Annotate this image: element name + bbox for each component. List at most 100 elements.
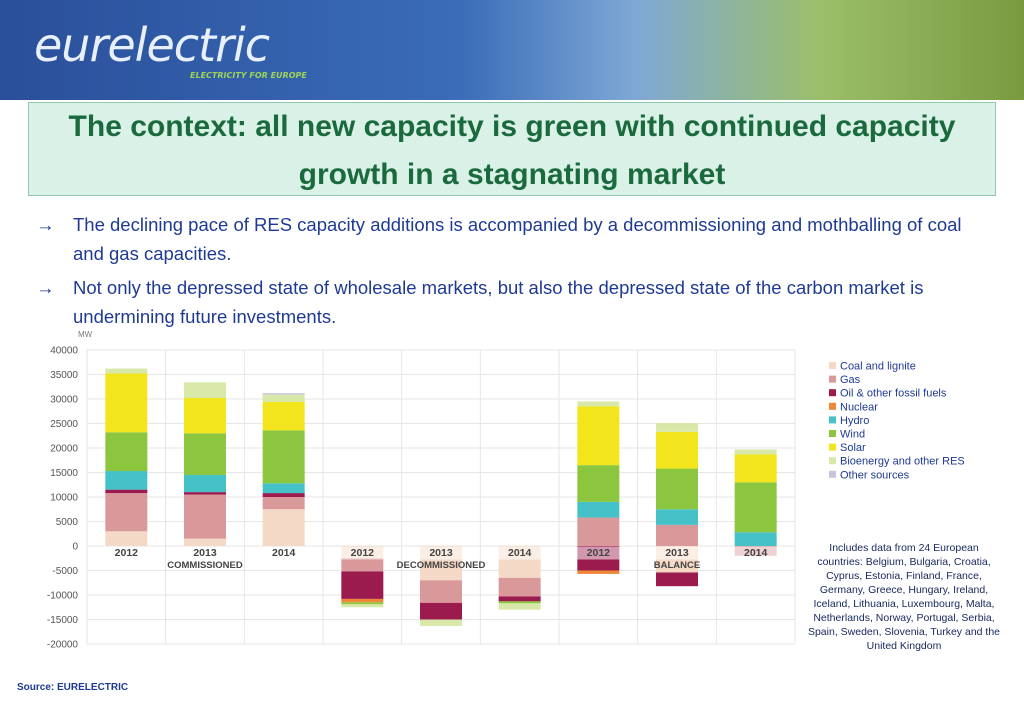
source: Source: EURELECTRIC bbox=[17, 682, 129, 693]
bar-segment bbox=[656, 431, 698, 469]
legend-label: Wind bbox=[840, 429, 865, 441]
legend-swatch bbox=[829, 362, 836, 369]
legend-swatch bbox=[829, 470, 836, 478]
bar-segment bbox=[577, 501, 620, 518]
bar-segment bbox=[577, 517, 620, 546]
y-tick-label: 10000 bbox=[50, 493, 78, 504]
bar-segment bbox=[262, 483, 305, 494]
legend-label: Bioenergy and other RES bbox=[840, 456, 965, 468]
y-tick-label: -10000 bbox=[47, 591, 79, 602]
bar-segment bbox=[262, 493, 305, 497]
y-tick-label: -20000 bbox=[47, 640, 79, 651]
x-tick-label: 2012 bbox=[587, 547, 611, 559]
bar-segment bbox=[420, 580, 462, 603]
bar-segment bbox=[341, 598, 384, 603]
bar-segment bbox=[105, 373, 148, 433]
bar-segment bbox=[498, 603, 541, 610]
legend-swatch bbox=[829, 416, 836, 424]
bar-segment bbox=[262, 497, 305, 510]
x-tick-label: 2014 bbox=[272, 547, 296, 559]
bar-segment bbox=[184, 492, 226, 495]
bar-segment bbox=[184, 433, 226, 475]
bar-segment bbox=[184, 538, 226, 546]
bar-segment bbox=[656, 423, 698, 432]
category-box bbox=[181, 546, 229, 560]
legend-swatch bbox=[829, 443, 836, 451]
legend-label: Hydro bbox=[840, 415, 869, 427]
bullet-text: The declining pace of RES capacity addit… bbox=[73, 214, 962, 264]
legend-label: Nuclear bbox=[840, 401, 878, 413]
bar-segment bbox=[262, 509, 305, 546]
bar-segment bbox=[262, 401, 305, 431]
group-label: DECOMMISSIONED bbox=[397, 560, 486, 571]
banner: eurelectric ELECTRICITY FOR EUROPE bbox=[0, 0, 1024, 100]
bar-segment bbox=[262, 394, 305, 402]
bar-segment bbox=[577, 406, 620, 466]
bar-segment bbox=[105, 489, 148, 494]
x-tick-label: 2013 bbox=[665, 547, 689, 559]
tagline: ELECTRICITY FOR EUROPE bbox=[190, 71, 307, 80]
bar-segment bbox=[184, 474, 226, 493]
legend-swatch bbox=[829, 402, 836, 410]
category-box bbox=[417, 546, 465, 560]
bar-segment bbox=[577, 465, 620, 502]
bar-segment bbox=[105, 368, 148, 374]
y-unit: MW bbox=[78, 330, 93, 339]
bar-segment bbox=[734, 482, 777, 533]
category-box bbox=[574, 546, 623, 560]
bar-segment bbox=[341, 558, 384, 572]
bullet-text: Not only the depressed state of wholesal… bbox=[73, 277, 924, 327]
bar-segment bbox=[734, 449, 777, 455]
category-box bbox=[495, 546, 544, 560]
legend-label: Oil & other fossil fuels bbox=[840, 388, 947, 400]
legend-label: Coal and lignite bbox=[840, 361, 916, 373]
bar-segment bbox=[262, 393, 305, 395]
legend-label: Solar bbox=[840, 442, 866, 454]
bar-segment bbox=[341, 571, 384, 599]
y-tick-label: 30000 bbox=[50, 395, 78, 406]
y-tick-label: 40000 bbox=[50, 346, 78, 357]
y-tick-label: 25000 bbox=[50, 419, 78, 430]
bar-segment bbox=[577, 401, 620, 407]
bullet: → Not only the depressed state of wholesa… bbox=[36, 277, 924, 327]
y-tick-label: 0 bbox=[72, 542, 78, 553]
bar-segment bbox=[341, 604, 384, 608]
bar-segment bbox=[420, 602, 462, 620]
legend-swatch bbox=[829, 389, 836, 397]
legend-swatch bbox=[829, 457, 836, 465]
group-label: COMMISSIONED bbox=[167, 560, 243, 571]
bar-segment bbox=[420, 619, 462, 626]
y-tick-label: -5000 bbox=[52, 566, 78, 577]
legend-swatch bbox=[829, 430, 836, 437]
bar-segment bbox=[341, 602, 384, 605]
category-box bbox=[102, 546, 151, 560]
bar-segment bbox=[577, 570, 620, 574]
bar-segment bbox=[498, 601, 541, 604]
x-tick-label: 2014 bbox=[744, 547, 768, 559]
bar-segment bbox=[184, 494, 226, 539]
category-box bbox=[259, 546, 308, 560]
y-tick-label: 5000 bbox=[56, 517, 79, 528]
legend-label: Gas bbox=[840, 374, 861, 386]
bar-segment bbox=[105, 432, 148, 472]
x-tick-label: 2013 bbox=[429, 547, 453, 559]
y-tick-label: 15000 bbox=[50, 468, 78, 479]
bar-segment bbox=[656, 572, 698, 587]
bar-segment bbox=[105, 493, 148, 532]
category-box bbox=[338, 546, 387, 560]
bar-segment bbox=[498, 577, 541, 597]
x-tick-label: 2014 bbox=[508, 547, 532, 559]
bar-segment bbox=[498, 596, 541, 602]
bar-segment bbox=[734, 454, 777, 483]
category-box bbox=[653, 546, 701, 560]
bar-segment bbox=[105, 531, 148, 546]
y-tick-label: 20000 bbox=[50, 444, 78, 455]
bar-segment bbox=[656, 468, 698, 510]
bar-segment bbox=[262, 430, 305, 484]
bar-segment bbox=[656, 524, 698, 546]
bar-segment bbox=[734, 532, 777, 546]
x-tick-label: 2012 bbox=[115, 547, 139, 559]
category-box bbox=[731, 546, 780, 560]
bar-segment bbox=[105, 471, 148, 490]
